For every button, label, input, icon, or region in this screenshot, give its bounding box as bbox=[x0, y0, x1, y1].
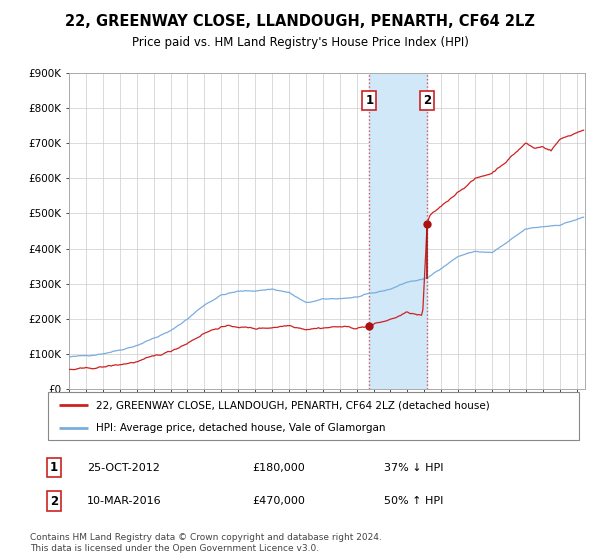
Bar bbox=[369, 73, 427, 389]
Text: £470,000: £470,000 bbox=[252, 496, 305, 506]
Text: 50% ↑ HPI: 50% ↑ HPI bbox=[384, 496, 443, 506]
Text: 37% ↓ HPI: 37% ↓ HPI bbox=[384, 463, 443, 473]
Text: Contains HM Land Registry data © Crown copyright and database right 2024.
This d: Contains HM Land Registry data © Crown c… bbox=[30, 533, 382, 553]
Text: HPI: Average price, detached house, Vale of Glamorgan: HPI: Average price, detached house, Vale… bbox=[96, 423, 385, 433]
Text: Price paid vs. HM Land Registry's House Price Index (HPI): Price paid vs. HM Land Registry's House … bbox=[131, 36, 469, 49]
Text: 1: 1 bbox=[50, 461, 58, 474]
Text: 25-OCT-2012: 25-OCT-2012 bbox=[87, 463, 160, 473]
Text: 10-MAR-2016: 10-MAR-2016 bbox=[87, 496, 161, 506]
FancyBboxPatch shape bbox=[48, 392, 579, 440]
Text: 2: 2 bbox=[50, 494, 58, 508]
Text: 22, GREENWAY CLOSE, LLANDOUGH, PENARTH, CF64 2LZ (detached house): 22, GREENWAY CLOSE, LLANDOUGH, PENARTH, … bbox=[96, 400, 490, 410]
Text: 2: 2 bbox=[423, 95, 431, 108]
Text: £180,000: £180,000 bbox=[252, 463, 305, 473]
Text: 1: 1 bbox=[365, 95, 373, 108]
Text: 22, GREENWAY CLOSE, LLANDOUGH, PENARTH, CF64 2LZ: 22, GREENWAY CLOSE, LLANDOUGH, PENARTH, … bbox=[65, 14, 535, 29]
